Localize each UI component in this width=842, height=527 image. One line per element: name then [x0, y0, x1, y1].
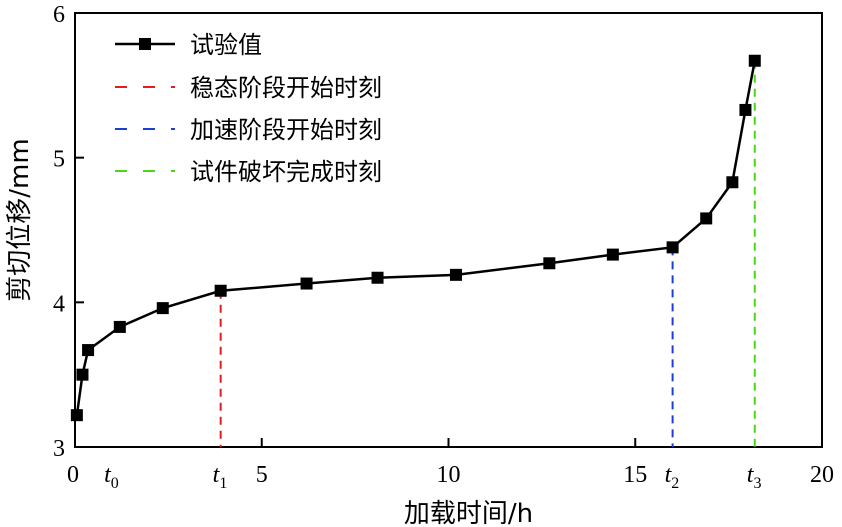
event-time-label: t0 [104, 462, 119, 492]
data-point [371, 271, 384, 284]
data-point [748, 54, 761, 67]
legend-marker-square [139, 38, 151, 50]
data-point [113, 320, 126, 333]
event-time-label: t2 [665, 462, 680, 492]
data-point [82, 344, 95, 357]
x-axis-title: 加载时间/h [404, 499, 533, 527]
series-line [75, 60, 756, 416]
event-marker-lines [219, 60, 756, 447]
x-axis-ticks: 0 5 10 15 20 [67, 438, 834, 488]
legend-label-event: 稳态阶段开始时刻 [190, 74, 382, 102]
data-point [449, 268, 462, 281]
y-tick-label: 5 [53, 147, 65, 173]
legend-label-measured: 试验值 [190, 31, 262, 59]
data-point [666, 241, 679, 254]
y-tick-label: 6 [53, 2, 65, 28]
legend-label-event: 试件破坏完成时刻 [190, 158, 382, 186]
legend-label-event: 加速阶段开始时刻 [190, 116, 382, 144]
data-point [156, 302, 169, 315]
x-tick-label: 10 [437, 462, 461, 488]
event-time-labels: t0 t1 t2 t3 [104, 462, 761, 492]
data-point [214, 284, 227, 297]
x-tick-label: 20 [810, 462, 834, 488]
y-axis-title: 剪切位移/mm [5, 138, 35, 301]
data-point [700, 212, 713, 225]
y-axis-ticks: 3 4 5 6 [53, 2, 84, 462]
x-tick-label: 0 [67, 462, 79, 488]
data-point [739, 103, 752, 116]
event-time-label: t3 [747, 462, 762, 492]
data-point [726, 176, 739, 189]
data-series [70, 54, 761, 422]
y-tick-label: 3 [53, 436, 65, 462]
data-point [76, 368, 89, 381]
x-tick-label: 5 [256, 462, 268, 488]
data-point [70, 409, 83, 422]
event-time-label: t1 [213, 462, 228, 492]
y-tick-label: 4 [53, 291, 65, 317]
x-tick-label: 15 [623, 462, 647, 488]
data-point [543, 257, 556, 270]
data-point [606, 248, 619, 261]
data-point [300, 277, 313, 290]
plot-frame [74, 12, 823, 448]
